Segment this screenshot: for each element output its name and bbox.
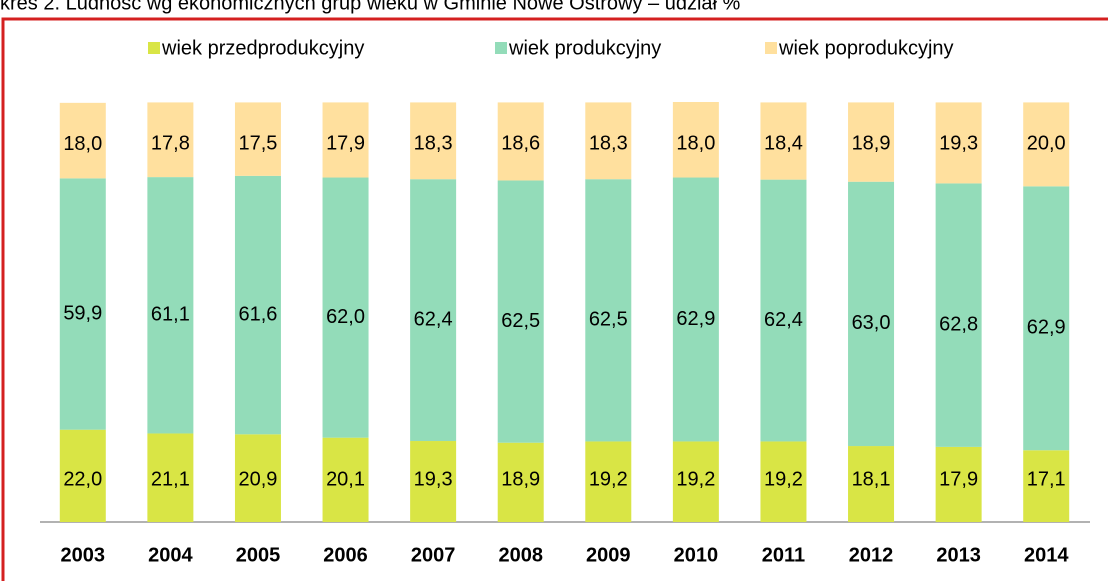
data-label: 17,9 [326,133,365,155]
data-label: 22,0 [63,468,102,490]
data-label: 62,0 [326,306,365,328]
legend-swatch [148,42,160,54]
bar-segment [234,434,281,522]
data-label: 62,4 [764,309,803,331]
bar-segment [410,102,457,180]
bar-segment [672,441,719,522]
x-tick-label: 2003 [61,544,106,566]
data-label: 19,2 [764,468,803,490]
data-label: 19,2 [676,468,715,490]
bar-segment [848,102,895,182]
data-label: 18,0 [676,132,715,154]
chart-title: kres 2. Ludność wg ekonomicznych grup wi… [0,0,741,14]
data-label: 18,3 [414,133,453,155]
bar-segment [234,102,281,176]
bar-segment [585,441,632,522]
data-label: 62,5 [589,309,628,331]
data-label: 18,9 [852,133,891,155]
data-label: 62,4 [414,308,453,330]
data-label: 18,1 [852,468,891,490]
bar-segment [1023,450,1070,522]
data-label: 59,9 [63,302,102,324]
data-label: 17,1 [1027,468,1066,490]
bar-segment [848,446,895,522]
data-label: 18,4 [764,133,803,155]
data-label: 62,9 [676,308,715,330]
data-label: 19,3 [939,133,978,155]
bar-segment [935,446,982,522]
legend-label: wiek przedprodukcyjny [161,37,364,59]
bar-segment [497,102,544,181]
bar-segment [760,179,807,442]
bar-segment [59,429,106,522]
data-label: 62,5 [501,310,540,332]
bar-segment [935,183,982,447]
x-tick-label: 2012 [849,544,894,566]
x-tick-label: 2010 [674,544,719,566]
legend-label: wiek produkcyjny [508,37,661,59]
data-label: 19,3 [414,468,453,490]
x-tick-label: 2008 [498,544,543,566]
data-label: 20,9 [238,468,277,490]
bar-segment [760,102,807,180]
x-tick-label: 2009 [586,544,631,566]
bar-segment [672,102,719,178]
x-tick-label: 2006 [323,544,368,566]
bar-segment [497,180,544,443]
data-label: 17,8 [151,133,190,155]
data-label: 18,3 [589,133,628,155]
bar-segment [585,179,632,442]
data-label: 61,6 [238,303,277,325]
x-tick-label: 2014 [1024,544,1069,566]
bar-segment [497,442,544,522]
x-tick-label: 2007 [411,544,456,566]
bar-segment [760,441,807,522]
data-label: 21,1 [151,468,190,490]
data-label: 18,6 [501,133,540,155]
bar-segment [322,177,369,438]
bar-segment [147,433,194,522]
bar-segment [322,437,369,522]
data-label: 62,8 [939,313,978,335]
data-label: 17,9 [939,468,978,490]
data-label: 17,5 [238,133,277,155]
bar-segment [410,179,457,442]
legend-swatch [765,42,777,54]
data-label: 62,9 [1027,317,1066,339]
x-tick-label: 2011 [762,544,805,566]
data-label: 20,1 [326,468,365,490]
bar-segment [147,177,194,434]
x-tick-label: 2004 [148,544,193,566]
legend-label: wiek poprodukcyjny [778,37,954,59]
bar-segment [234,175,281,435]
bar-segment [322,102,369,178]
x-tick-label: 2013 [936,544,981,566]
bar-segment [935,102,982,184]
data-label: 18,9 [501,468,540,490]
bar-segment [410,441,457,522]
data-label: 61,1 [151,304,190,326]
bar-segment [59,102,106,179]
data-label: 18,0 [63,133,102,155]
bar-segment [585,102,632,180]
bar-segment [1023,186,1070,451]
data-label: 19,2 [589,468,628,490]
bar-segment [59,178,106,430]
frame [1,17,1108,581]
bar-segment [848,181,895,447]
x-tick-label: 2005 [236,544,281,566]
legend-swatch [495,42,507,54]
bar-segment [672,177,719,442]
bar-segment [147,102,194,178]
data-label: 63,0 [852,312,891,334]
data-label: 20,0 [1027,133,1066,155]
bar-segment [1023,102,1070,187]
